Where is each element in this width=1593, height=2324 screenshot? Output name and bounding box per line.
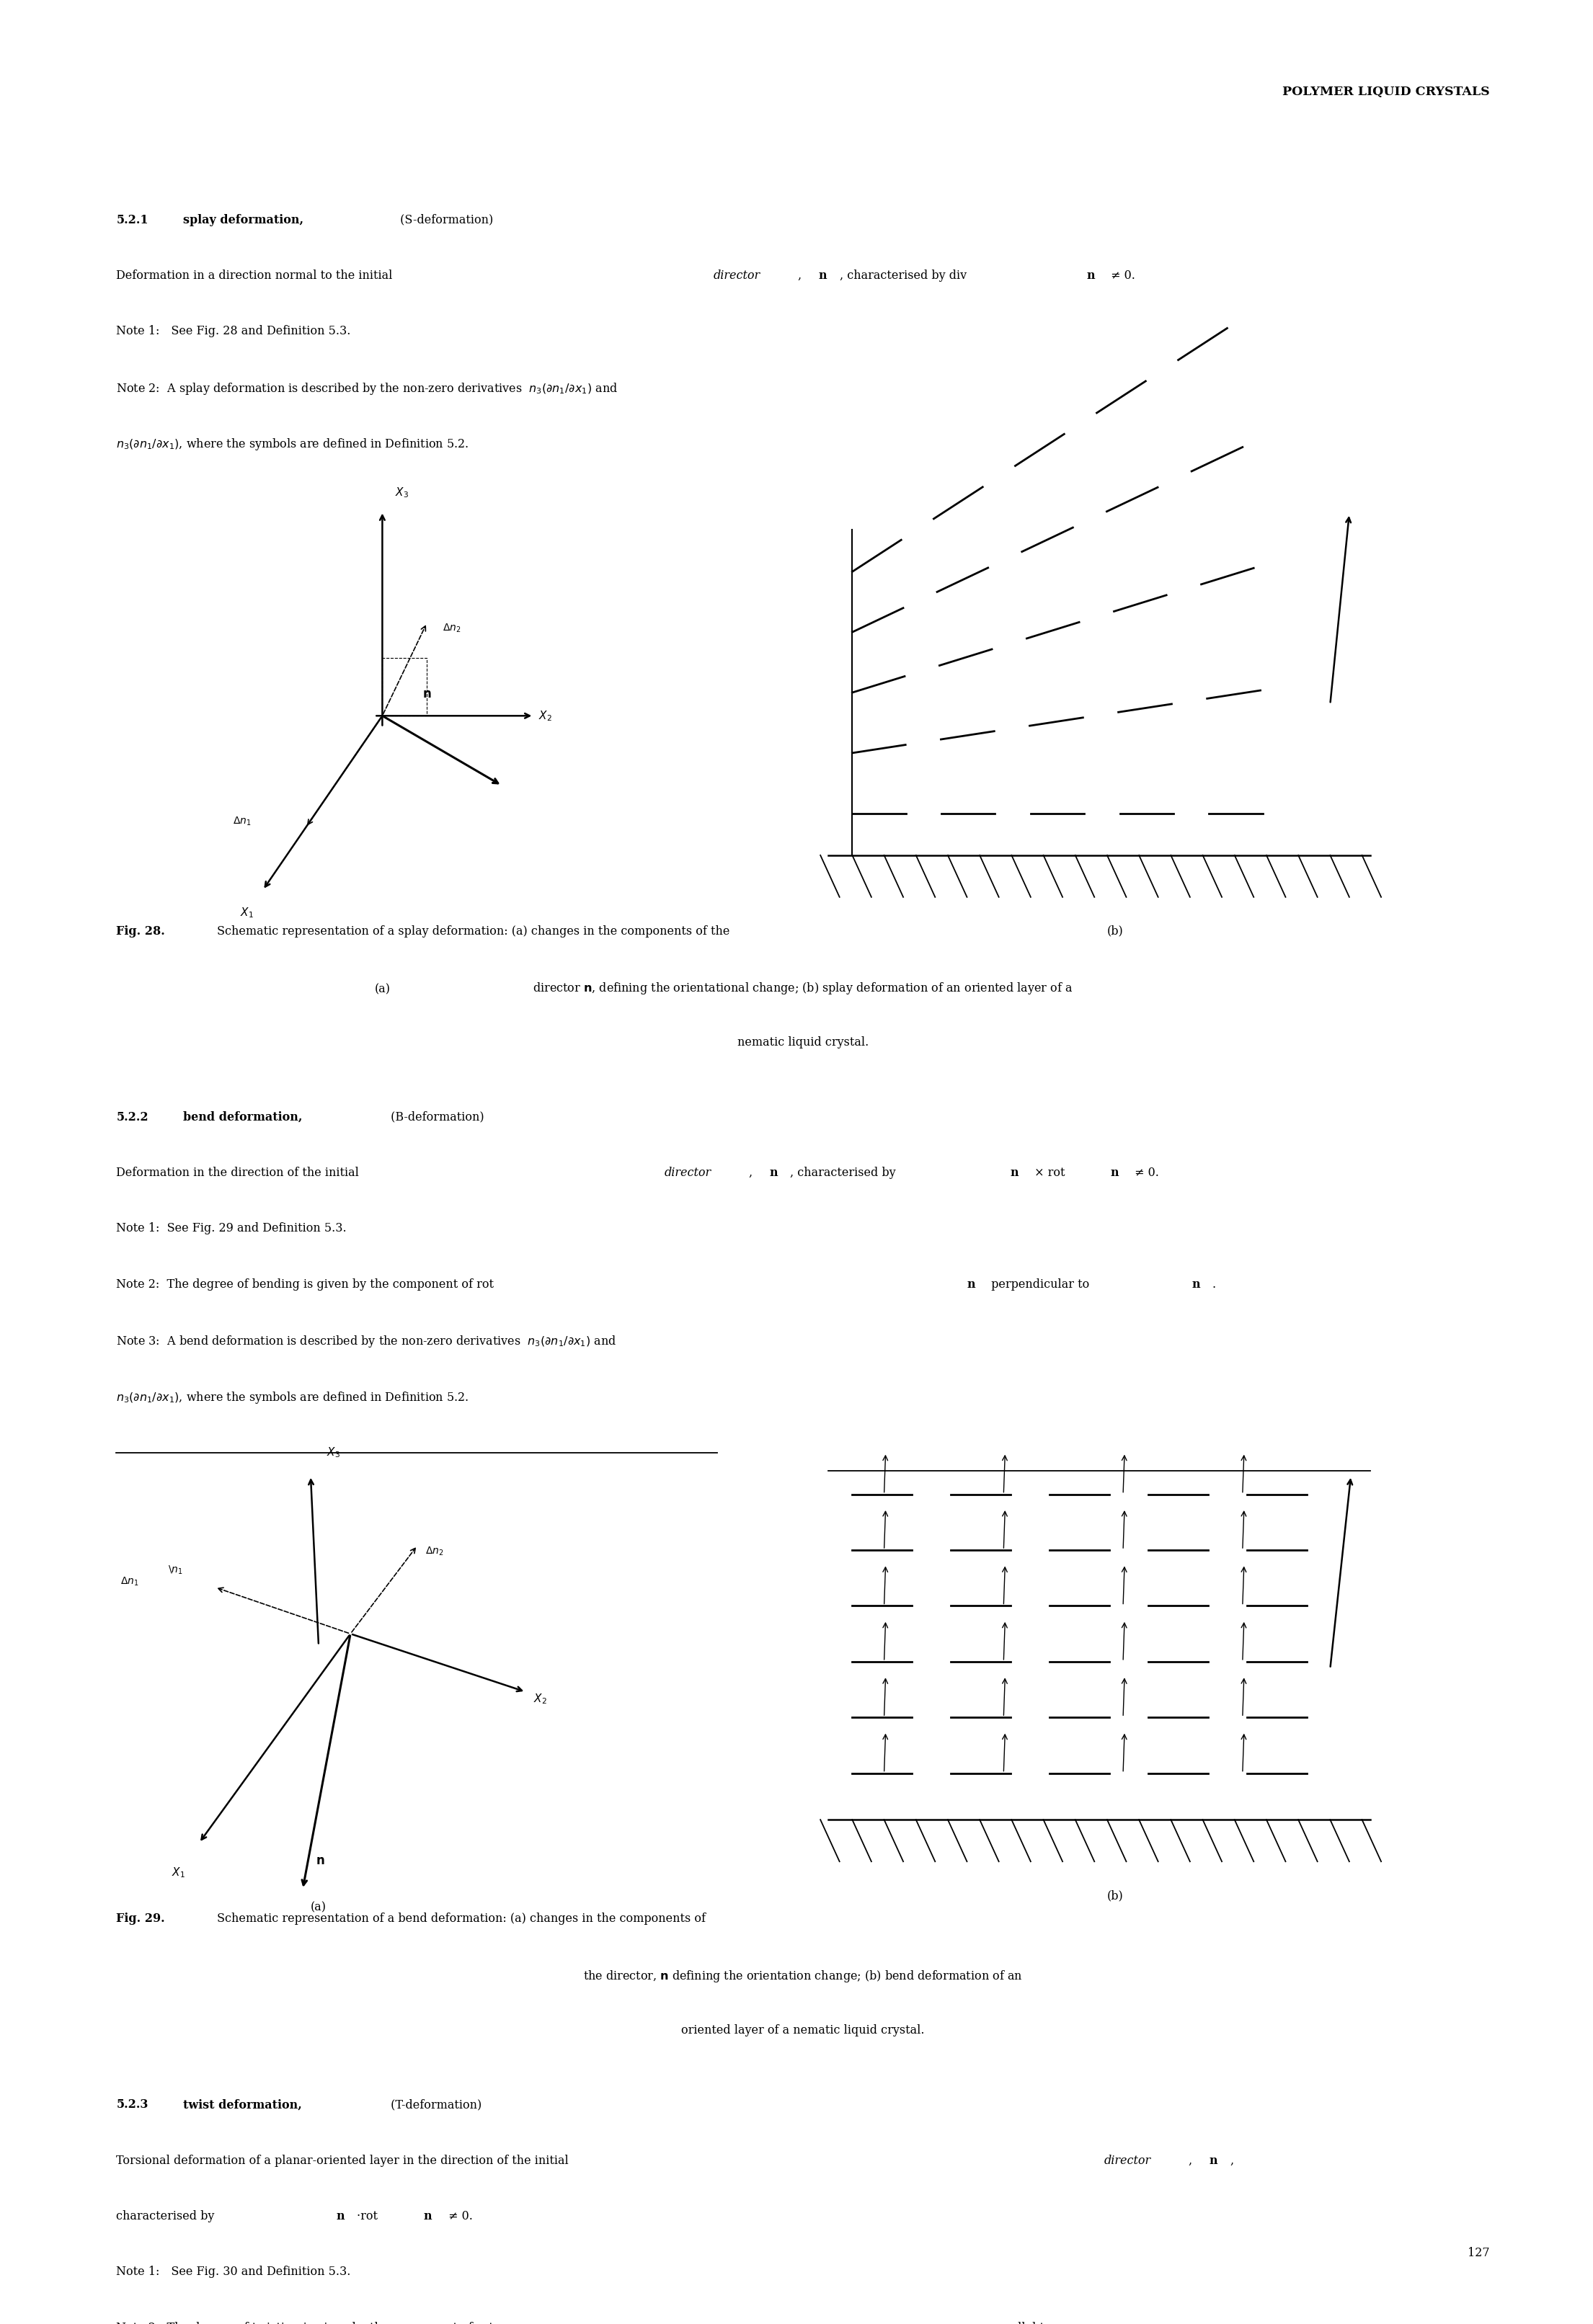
Text: Deformation in a direction normal to the initial: Deformation in a direction normal to the…: [116, 270, 397, 281]
Text: 5.2.3: 5.2.3: [116, 2099, 148, 2110]
Text: $\Delta n_2$: $\Delta n_2$: [443, 623, 462, 634]
Text: Note 1: See Fig. 28 and Definition 5.3.: Note 1: See Fig. 28 and Definition 5.3.: [116, 325, 350, 337]
Text: (B-deformation): (B-deformation): [387, 1111, 484, 1122]
Text: 127: 127: [1467, 2247, 1489, 2259]
Text: perpendicular to: perpendicular to: [988, 1278, 1093, 1290]
Text: (a): (a): [311, 1901, 327, 1913]
Text: ,: ,: [1188, 2154, 1196, 2166]
Text: $\mathbf{n}$: $\mathbf{n}$: [315, 1855, 325, 1866]
Text: (b): (b): [1107, 1889, 1123, 1901]
Text: director: director: [664, 1167, 710, 1178]
Text: n: n: [967, 1278, 975, 1290]
Text: n: n: [1086, 270, 1094, 281]
Text: Note 1: See Fig. 30 and Definition 5.3.: Note 1: See Fig. 30 and Definition 5.3.: [116, 2266, 350, 2278]
Text: n: n: [424, 2210, 432, 2222]
Text: n: n: [1110, 1167, 1118, 1178]
Text: 5.2.1: 5.2.1: [116, 214, 148, 225]
Text: Note 1:  See Fig. 29 and Definition 5.3.: Note 1: See Fig. 29 and Definition 5.3.: [116, 1222, 347, 1234]
Text: $\Delta n_1$: $\Delta n_1$: [233, 816, 252, 827]
Text: , characterised by div: , characterised by div: [840, 270, 970, 281]
Text: $X_3$: $X_3$: [395, 486, 409, 500]
Text: Note 2:  The degree of bending is given by the component of rot: Note 2: The degree of bending is given b…: [116, 1278, 497, 1290]
Text: , characterised by: , characterised by: [790, 1167, 900, 1178]
Text: Note 2:  A splay deformation is described by the non-zero derivatives  $n_3(\par: Note 2: A splay deformation is described…: [116, 381, 618, 397]
Text: n: n: [819, 270, 827, 281]
Text: ·rot: ·rot: [357, 2210, 381, 2222]
Text: $n_3(\partial n_1/\partial x_1)$, where the symbols are defined in Definition 5.: $n_3(\partial n_1/\partial x_1)$, where …: [116, 437, 468, 453]
Text: $X_3$: $X_3$: [327, 1446, 341, 1459]
Text: Schematic representation of a splay deformation: (a) changes in the components o: Schematic representation of a splay defo…: [217, 925, 730, 937]
Text: Note 3:  A bend deformation is described by the non-zero derivatives  $n_3(\part: Note 3: A bend deformation is described …: [116, 1334, 616, 1350]
Text: Schematic representation of a bend deformation: (a) changes in the components of: Schematic representation of a bend defor…: [217, 1913, 706, 1924]
Text: n: n: [1209, 2154, 1217, 2166]
Text: director: director: [714, 270, 760, 281]
Text: $X_2$: $X_2$: [534, 1692, 546, 1706]
Text: oriented layer of a nematic liquid crystal.: oriented layer of a nematic liquid cryst…: [682, 2024, 924, 2036]
Text: bend deformation,: bend deformation,: [183, 1111, 303, 1122]
Text: .: .: [1212, 1278, 1215, 1290]
Text: characterised by: characterised by: [116, 2210, 218, 2222]
Text: $\backslash n_1$: $\backslash n_1$: [169, 1564, 183, 1576]
Text: $\mathbf{n}$: $\mathbf{n}$: [422, 688, 432, 700]
Text: nematic liquid crystal.: nematic liquid crystal.: [738, 1037, 868, 1048]
Text: director $\mathbf{n}$, defining the orientational change; (b) splay deformation : director $\mathbf{n}$, defining the orie…: [532, 981, 1074, 997]
Text: ≠ 0.: ≠ 0.: [1107, 270, 1136, 281]
Text: n: n: [336, 2210, 344, 2222]
Text: Fig. 28.: Fig. 28.: [116, 925, 166, 937]
Text: Torsional deformation of a planar-oriented layer in the direction of the initial: Torsional deformation of a planar-orient…: [116, 2154, 572, 2166]
Text: n: n: [1192, 1278, 1200, 1290]
Text: ,: ,: [798, 270, 806, 281]
Text: $X_1$: $X_1$: [172, 1866, 185, 1880]
Text: $\Delta n_1$: $\Delta n_1$: [119, 1576, 139, 1587]
Text: × rot: × rot: [1031, 1167, 1069, 1178]
Text: $\Delta n_2$: $\Delta n_2$: [425, 1545, 444, 1557]
Text: director: director: [1104, 2154, 1150, 2166]
Text: ≠ 0.: ≠ 0.: [444, 2210, 473, 2222]
Text: splay deformation,: splay deformation,: [183, 214, 304, 225]
Text: $n_3(\partial n_1/\partial x_1)$, where the symbols are defined in Definition 5.: $n_3(\partial n_1/\partial x_1)$, where …: [116, 1390, 468, 1406]
Text: 5.2.2: 5.2.2: [116, 1111, 148, 1122]
Text: ,: ,: [1230, 2154, 1233, 2166]
Text: ≠ 0.: ≠ 0.: [1131, 1167, 1160, 1178]
Text: (b): (b): [1107, 925, 1123, 937]
Text: Deformation in the direction of the initial: Deformation in the direction of the init…: [116, 1167, 363, 1178]
Text: $X_2$: $X_2$: [538, 709, 551, 723]
Text: n: n: [769, 1167, 777, 1178]
Text: Fig. 29.: Fig. 29.: [116, 1913, 166, 1924]
Text: twist deformation,: twist deformation,: [183, 2099, 303, 2110]
Text: POLYMER LIQUID CRYSTALS: POLYMER LIQUID CRYSTALS: [1282, 86, 1489, 98]
Text: n: n: [1010, 1167, 1018, 1178]
Text: ,: ,: [749, 1167, 757, 1178]
Text: the director, $\mathbf{n}$ defining the orientation change; (b) bend deformation: the director, $\mathbf{n}$ defining the …: [583, 1968, 1023, 1985]
Text: (S-deformation): (S-deformation): [397, 214, 494, 225]
Text: $X_1$: $X_1$: [241, 906, 253, 920]
Text: (T-deformation): (T-deformation): [387, 2099, 481, 2110]
Text: (a): (a): [374, 983, 390, 995]
